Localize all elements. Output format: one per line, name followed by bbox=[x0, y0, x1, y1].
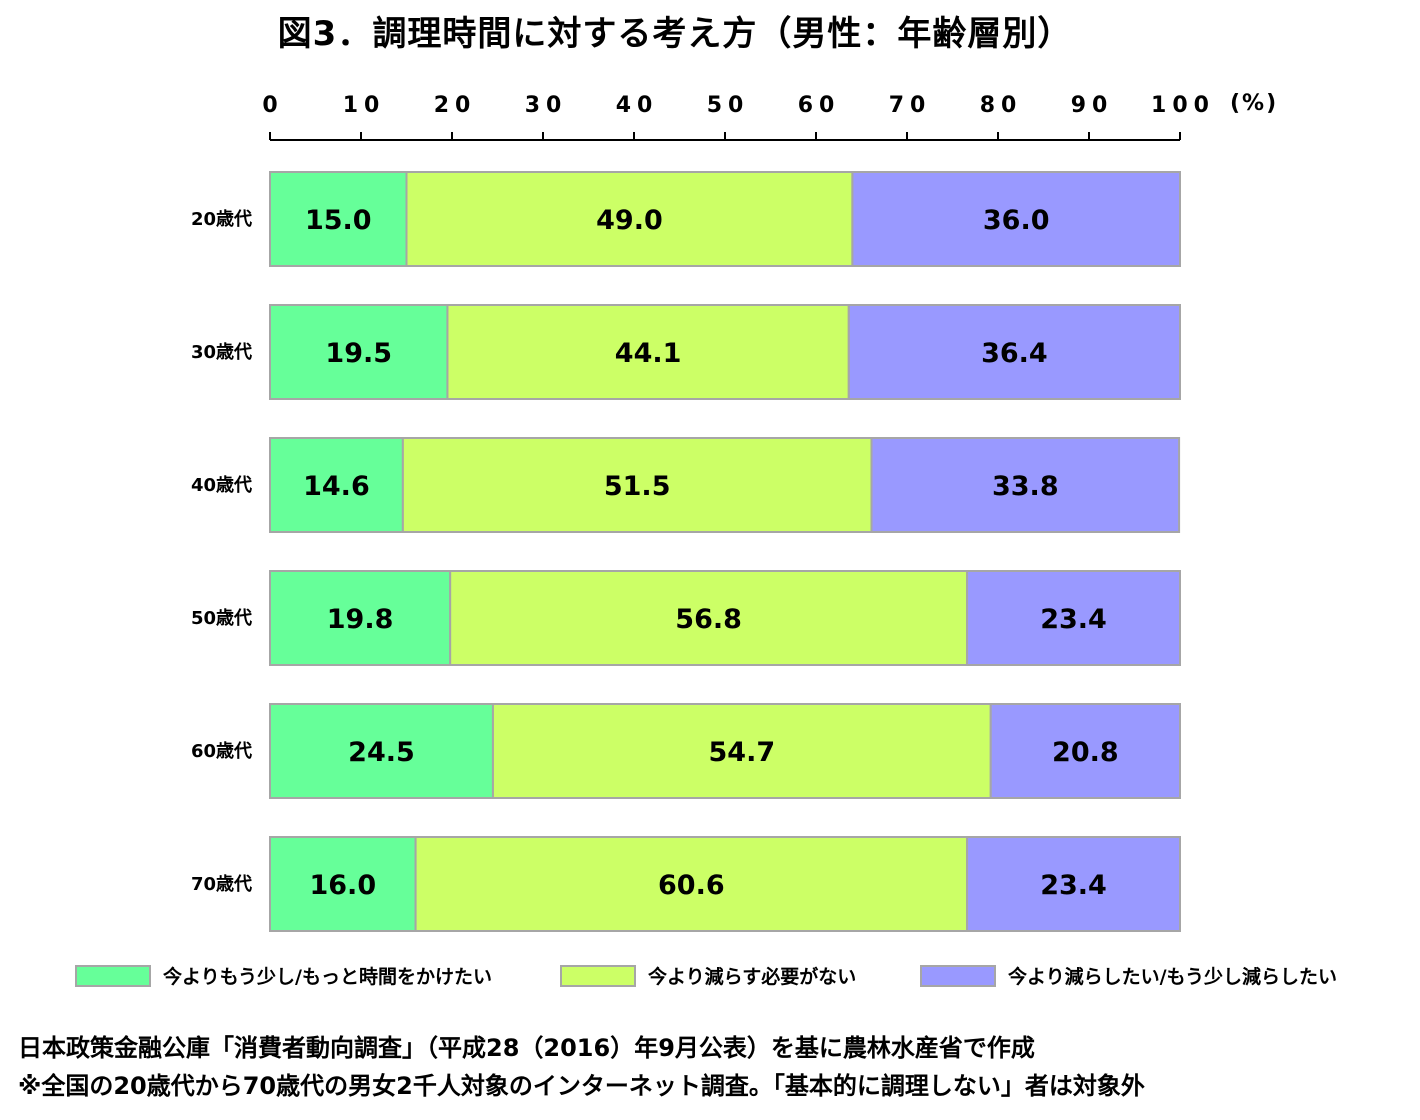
data-label: 56.8 bbox=[675, 604, 742, 635]
data-label: 20.8 bbox=[1052, 737, 1119, 768]
x-tick-label: 80 bbox=[980, 93, 1023, 118]
bar-segment bbox=[401, 437, 873, 533]
x-tick-label: 50 bbox=[707, 93, 750, 118]
data-label: 49.0 bbox=[596, 205, 663, 236]
x-tick-label: 100 bbox=[1151, 93, 1215, 118]
data-label: 15.0 bbox=[305, 205, 372, 236]
bar-segment bbox=[269, 570, 452, 666]
data-label: 14.6 bbox=[303, 471, 370, 502]
chart-title: 図3．調理時間に対する考え方（男性：年齢層別） bbox=[277, 14, 1073, 54]
x-tick-label: 40 bbox=[616, 93, 659, 118]
x-axis: 0 10 20 30 40 50 60 70 80 90 100 (%) bbox=[262, 91, 1278, 141]
bar-segment bbox=[847, 304, 1181, 400]
bar-segment bbox=[966, 570, 1181, 666]
bar-segment bbox=[269, 437, 404, 533]
data-label: 23.4 bbox=[1040, 604, 1107, 635]
x-axis-unit: (%) bbox=[1230, 91, 1278, 116]
x-tick-label: 0 bbox=[262, 93, 283, 118]
category-label: 20歳代 bbox=[191, 209, 252, 230]
legend-item-more-time: 今よりもう少し/もっと時間をかけたい bbox=[75, 962, 492, 989]
legend-label-no-need: 今より減らす必要がない bbox=[648, 966, 857, 988]
category-label: 50歳代 bbox=[191, 608, 252, 629]
data-label: 54.7 bbox=[709, 737, 776, 768]
legend-swatch-more-time bbox=[75, 964, 151, 987]
category-label: 30歳代 bbox=[191, 342, 252, 363]
legend: 今よりもう少し/もっと時間をかけたい 今より減らす必要がない 今より減らしたい/… bbox=[75, 962, 1415, 992]
survey-note: ※全国の20歳代から70歳代の男女2千人対象のインターネット調査。「基本的に調理… bbox=[18, 1072, 1145, 1100]
data-label: 51.5 bbox=[604, 471, 671, 502]
data-label: 33.8 bbox=[992, 471, 1059, 502]
bar-segment bbox=[449, 570, 969, 666]
bars bbox=[269, 171, 1182, 932]
category-label: 40歳代 bbox=[191, 475, 252, 496]
data-label: 44.1 bbox=[615, 338, 682, 369]
bar-segment bbox=[989, 703, 1181, 799]
data-label: 36.4 bbox=[981, 338, 1048, 369]
x-tick-label: 10 bbox=[343, 93, 386, 118]
data-label: 19.5 bbox=[325, 338, 392, 369]
data-label: 36.0 bbox=[983, 205, 1050, 236]
data-label: 23.4 bbox=[1040, 870, 1107, 901]
bar-segment bbox=[491, 703, 992, 799]
legend-swatch-no-need bbox=[560, 964, 636, 987]
source-note: 日本政策金融公庫「消費者動向調査」（平成28（2016）年9月公表）を基に農林水… bbox=[18, 1034, 1035, 1062]
bar-segment bbox=[269, 171, 408, 267]
data-label: 16.0 bbox=[309, 870, 376, 901]
bar-segment bbox=[966, 836, 1181, 932]
legend-label-more-time: 今よりもう少し/もっと時間をかけたい bbox=[163, 966, 492, 988]
bar-segment bbox=[446, 304, 850, 400]
legend-item-no-need: 今より減らす必要がない bbox=[560, 962, 856, 989]
x-tick-label: 30 bbox=[525, 93, 568, 118]
bar-segment bbox=[870, 437, 1181, 533]
legend-swatch-reduce bbox=[920, 964, 996, 987]
bar-segment bbox=[851, 171, 1182, 267]
data-label: 60.6 bbox=[658, 870, 725, 901]
data-labels: 20歳代 15.0 49.0 36.0 30歳代 19.5 44.1 36.4 40歳代 14.6… bbox=[191, 205, 1119, 901]
category-label: 70歳代 bbox=[191, 874, 252, 895]
x-tick-label: 90 bbox=[1071, 93, 1114, 118]
category-label: 60歳代 bbox=[191, 741, 252, 762]
legend-item-reduce: 今より減らしたい/もう少し減らしたい bbox=[920, 962, 1337, 989]
x-tick-label: 20 bbox=[434, 93, 477, 118]
x-tick-label: 70 bbox=[889, 93, 932, 118]
bar-segment bbox=[269, 703, 494, 799]
x-tick-label: 60 bbox=[798, 93, 841, 118]
bar-segment bbox=[269, 304, 449, 400]
data-label: 19.8 bbox=[327, 604, 394, 635]
data-label: 24.5 bbox=[348, 737, 415, 768]
legend-label-reduce: 今より減らしたい/もう少し減らしたい bbox=[1008, 966, 1337, 988]
bar-segment bbox=[414, 836, 969, 932]
